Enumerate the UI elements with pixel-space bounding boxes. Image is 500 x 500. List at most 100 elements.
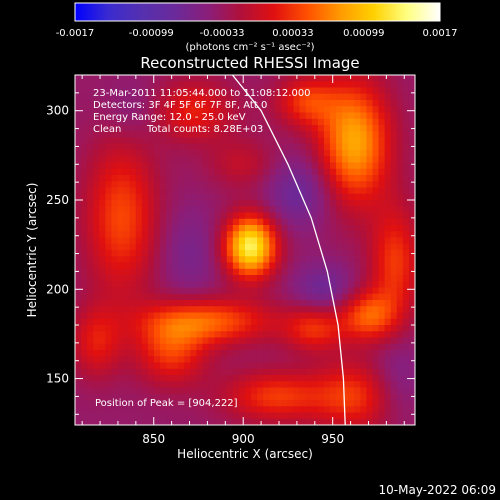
colorbar-tick-label: 0.00033 — [272, 28, 313, 39]
heatmap-cell — [305, 343, 313, 351]
heatmap-cell — [135, 287, 143, 295]
heatmap-cell — [178, 306, 185, 313]
heatmap-cell — [366, 268, 373, 276]
heatmap-cell — [178, 356, 185, 363]
heatmap-cell — [147, 356, 155, 363]
heatmap-cell — [275, 306, 282, 313]
heatmap-cell — [147, 368, 155, 376]
heatmap-cell — [117, 200, 125, 207]
heatmap-cell — [354, 193, 361, 201]
heatmap-cell — [354, 381, 361, 388]
heatmap-cell — [330, 243, 337, 251]
heatmap-cell — [117, 268, 125, 276]
heatmap-cell — [105, 168, 112, 176]
heatmap-cell — [378, 331, 386, 338]
heatmap-cell — [196, 381, 203, 388]
heatmap-cell — [366, 331, 373, 338]
heatmap-cell — [160, 175, 167, 182]
heatmap-cell — [305, 206, 313, 213]
heatmap-cell — [214, 243, 222, 251]
heatmap-cell — [378, 250, 386, 257]
heatmap-cell — [220, 212, 228, 220]
heatmap-cell — [214, 412, 222, 420]
heatmap-cell — [226, 156, 234, 163]
heatmap-cell — [178, 93, 185, 101]
heatmap-cell — [305, 125, 313, 132]
heatmap-cell — [99, 356, 106, 363]
heatmap-cell — [251, 231, 258, 238]
heatmap-cell — [105, 131, 112, 138]
heatmap-cell — [396, 400, 404, 407]
heatmap-cell — [245, 162, 252, 170]
heatmap-cell — [323, 156, 331, 163]
heatmap-cell — [317, 256, 325, 263]
heatmap-cell — [299, 106, 307, 113]
heatmap-cell — [81, 156, 88, 163]
heatmap-cell — [135, 381, 143, 388]
heatmap-cell — [354, 243, 361, 251]
heatmap-cell — [75, 156, 82, 163]
heatmap-cell — [293, 362, 301, 370]
heatmap-cell — [232, 168, 240, 176]
heatmap-cell — [257, 206, 264, 213]
heatmap-cell — [366, 193, 373, 201]
heatmap-cell — [238, 268, 246, 276]
heatmap-cell — [166, 87, 173, 95]
heatmap-cell — [93, 100, 100, 107]
heatmap-cell — [111, 118, 118, 126]
heatmap-cell — [293, 143, 301, 151]
heatmap-cell — [166, 175, 173, 182]
heatmap-cell — [178, 243, 185, 251]
heatmap-cell — [202, 325, 210, 332]
heatmap-cell — [232, 387, 240, 395]
heatmap-cell — [311, 193, 319, 201]
heatmap-cell — [263, 187, 270, 195]
heatmap-cell — [87, 418, 94, 425]
heatmap-cell — [178, 150, 185, 157]
heatmap-cell — [257, 175, 264, 182]
heatmap-cell — [299, 300, 307, 307]
heatmap-cell — [257, 87, 264, 95]
heatmap-cell — [336, 256, 343, 263]
heatmap-cell — [408, 318, 415, 326]
heatmap-cell — [147, 412, 155, 420]
heatmap-cell — [257, 237, 264, 245]
heatmap-cell — [348, 350, 355, 357]
heatmap-cell — [384, 231, 392, 238]
heatmap-cell — [299, 375, 307, 382]
heatmap-cell — [232, 300, 240, 307]
heatmap-cell — [147, 243, 155, 251]
heatmap-cell — [220, 350, 228, 357]
heatmap-cell — [135, 175, 143, 182]
heatmap-cell — [172, 406, 179, 413]
heatmap-cell — [93, 331, 100, 338]
heatmap-cell — [93, 387, 100, 395]
heatmap-cell — [281, 300, 288, 307]
heatmap-cell — [232, 418, 240, 425]
heatmap-cell — [81, 187, 88, 195]
heatmap-cell — [75, 75, 82, 82]
heatmap-cell — [366, 337, 373, 345]
heatmap-cell — [196, 143, 203, 151]
heatmap-cell — [93, 156, 100, 163]
heatmap-cell — [372, 200, 380, 207]
heatmap-cell — [75, 175, 82, 182]
heatmap-cell — [305, 381, 313, 388]
heatmap-cell — [263, 406, 270, 413]
heatmap-cell — [360, 225, 367, 232]
heatmap-cell — [172, 356, 179, 363]
heatmap-cell — [166, 206, 173, 213]
heatmap-cell — [390, 93, 398, 101]
heatmap-cell — [330, 293, 337, 301]
heatmap-cell — [214, 331, 222, 338]
heatmap-cell — [293, 81, 301, 88]
heatmap-cell — [208, 193, 216, 201]
heatmap-cell — [99, 306, 106, 313]
heatmap-cell — [354, 75, 361, 82]
heatmap-cell — [299, 75, 307, 82]
heatmap-cell — [93, 262, 100, 270]
heatmap-cell — [93, 375, 100, 382]
heatmap-cell — [336, 318, 343, 326]
heatmap-cell — [93, 418, 100, 425]
heatmap-cell — [281, 400, 288, 407]
